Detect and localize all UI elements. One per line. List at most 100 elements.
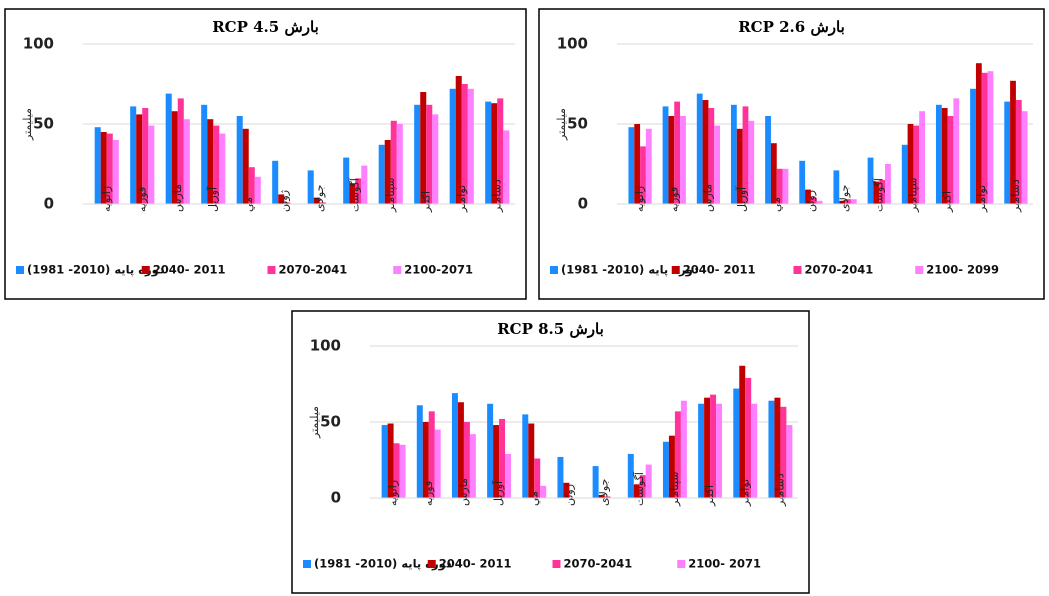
bar (935, 104, 942, 204)
bar (1004, 101, 1011, 204)
legend-swatch (303, 560, 311, 568)
bar (534, 458, 541, 498)
bar (278, 194, 285, 204)
x-tick-label: آوریل (735, 186, 749, 212)
bar (343, 157, 350, 204)
bar (522, 414, 529, 498)
bar (748, 120, 755, 204)
bar (774, 397, 781, 498)
x-tick-label: اکتبر (941, 191, 954, 213)
y-tick-label: 50 (320, 413, 341, 431)
legend-swatch (550, 266, 558, 274)
y-tick-label: 50 (33, 115, 54, 133)
bar (953, 98, 960, 204)
legend-label: (1981 -2010) دوره پایه (561, 263, 699, 278)
bar (355, 178, 362, 204)
x-tick-label: آگوست (632, 471, 646, 506)
bar (136, 114, 143, 204)
x-tick-label: ژوئن (804, 190, 817, 212)
bar (106, 133, 113, 204)
bar (307, 170, 314, 204)
legend-label: 2040- 2011 (683, 263, 756, 277)
bar (416, 405, 423, 498)
bar (833, 170, 840, 204)
bar (467, 88, 474, 204)
bar (426, 104, 433, 204)
bar (919, 111, 926, 204)
y-tick-label: 0 (578, 195, 588, 213)
x-tick-label: آگوست (347, 177, 361, 212)
bar (913, 125, 920, 204)
bar (449, 88, 456, 204)
bar (604, 496, 611, 498)
bar (219, 133, 226, 204)
bar (393, 443, 400, 498)
chart-panel: بارش RCP 8.5 میلیمتر 0 50 100 ژانویه فوریه مارس… (291, 310, 810, 594)
x-tick-label: سپتامبر (384, 178, 397, 214)
bar (142, 108, 149, 204)
bar (112, 140, 119, 204)
bar (975, 63, 982, 205)
bar (708, 108, 715, 204)
x-tick-label: سپتامبر (906, 178, 919, 214)
bar (776, 168, 783, 204)
legend-label: 2100-2071 (404, 263, 473, 277)
bar (177, 98, 184, 204)
bar (805, 189, 811, 204)
bar (598, 494, 605, 498)
bar (662, 106, 669, 204)
bar (148, 125, 155, 204)
bar (786, 425, 793, 498)
bar (698, 403, 705, 498)
bar (702, 100, 709, 204)
bar (319, 202, 326, 204)
bar (399, 444, 406, 498)
x-tick-label: آگوست (871, 177, 885, 212)
panel-border (4, 8, 527, 300)
bar (248, 167, 255, 204)
bar (674, 101, 681, 204)
bar (100, 132, 107, 204)
bar (668, 435, 675, 498)
bar (782, 168, 789, 204)
legend-swatch (915, 266, 924, 274)
y-tick-label: 100 (557, 35, 588, 53)
bar (970, 88, 976, 204)
bar (770, 143, 777, 204)
bar (563, 482, 570, 498)
legend-swatch (267, 266, 276, 274)
legend-swatch (677, 560, 686, 568)
legend-label: 2040- 2011 (153, 263, 226, 277)
bar (457, 402, 464, 498)
bar (879, 180, 886, 204)
bar (540, 485, 547, 498)
bar (1010, 80, 1016, 204)
y-axis-label: میلیمتر (555, 108, 568, 141)
bar (378, 144, 385, 204)
bar (640, 146, 646, 204)
x-tick-label: ژوئن (277, 190, 290, 212)
bar (455, 76, 462, 204)
bar (765, 116, 771, 204)
bar (469, 434, 476, 498)
bar (434, 429, 441, 498)
bar (1015, 100, 1022, 204)
bar (272, 160, 279, 204)
bar (432, 114, 439, 204)
x-tick-label: مارس (457, 478, 470, 506)
x-tick-label: ژوئن (562, 484, 575, 506)
bar (668, 116, 675, 204)
bar (710, 394, 717, 498)
bar (751, 403, 758, 498)
x-tick-label: اکتبر (419, 191, 432, 213)
legend-swatch (793, 266, 802, 274)
bar (451, 393, 458, 498)
bar (981, 72, 988, 204)
legend-label: (1981 -2010) دوره پایه (27, 263, 165, 278)
bar (171, 111, 178, 204)
x-tick-label: مارس (171, 184, 184, 212)
bar (242, 128, 249, 204)
bar (414, 104, 421, 204)
x-tick-label: اکتبر (703, 485, 716, 507)
legend-swatch (552, 560, 561, 568)
